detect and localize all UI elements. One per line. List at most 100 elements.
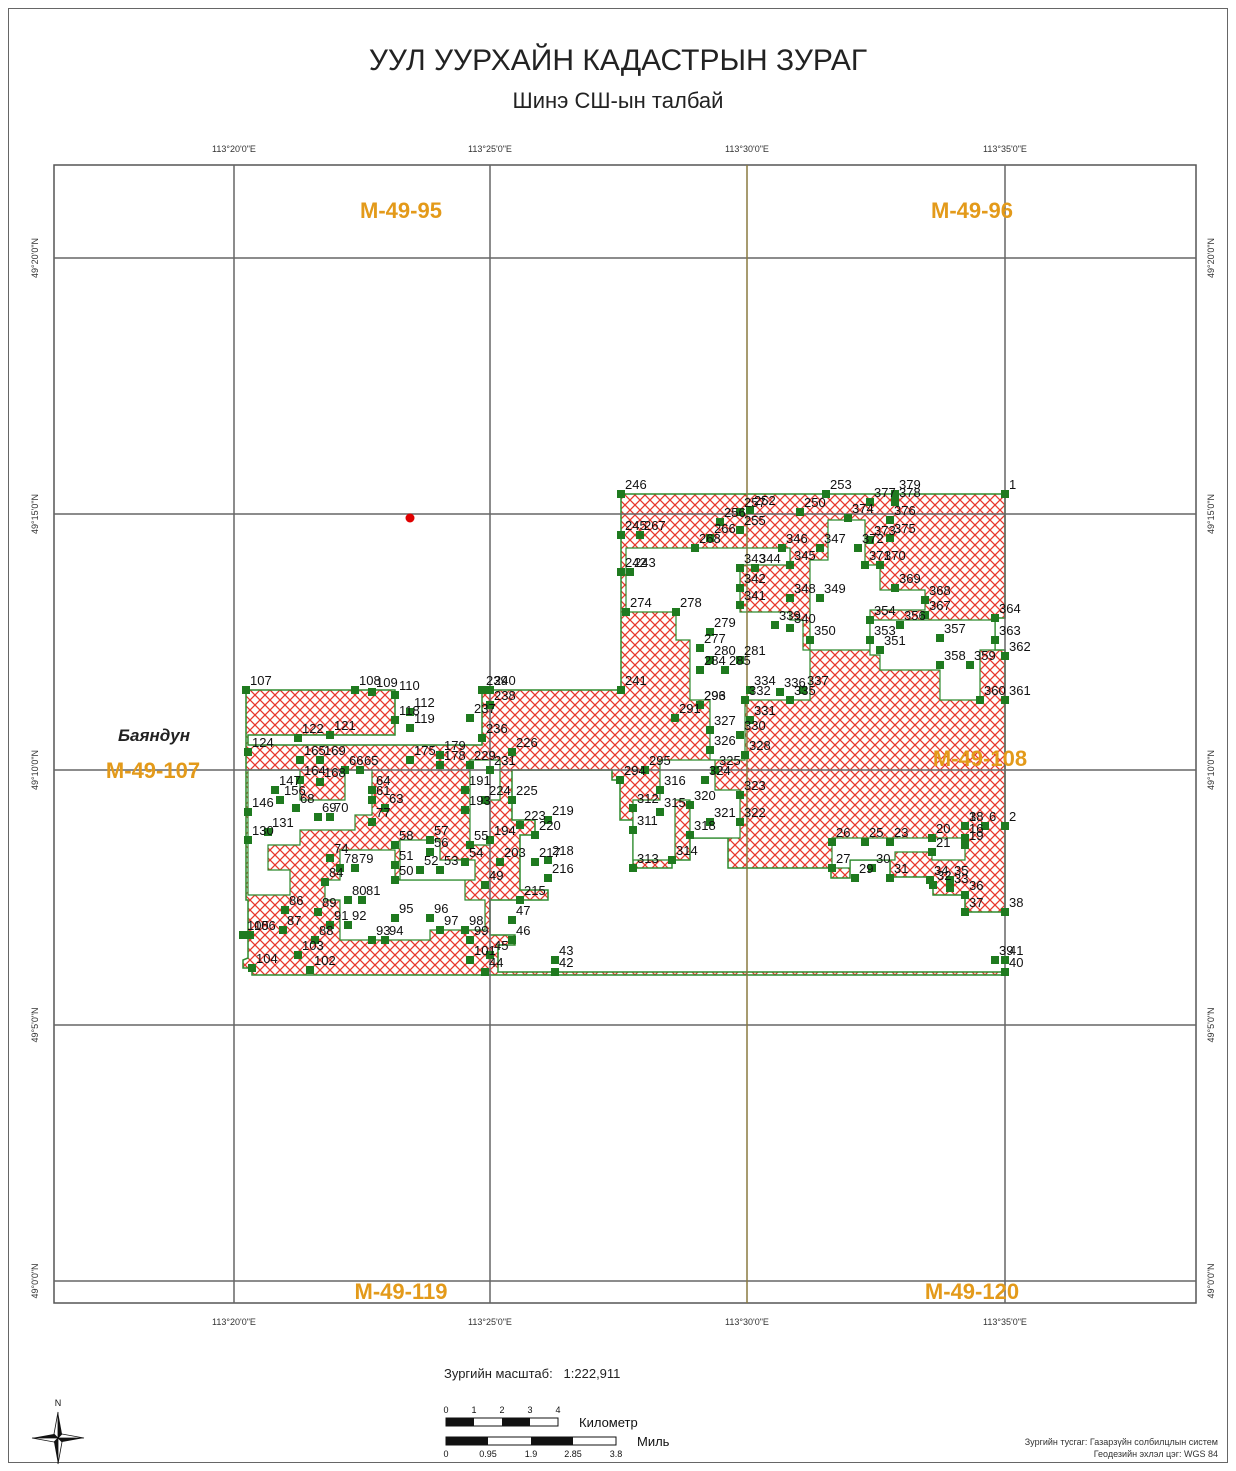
vertex-marker-225[interactable] [508, 796, 516, 804]
vertex-marker-99[interactable] [466, 936, 474, 944]
vertex-marker-18[interactable] [961, 822, 969, 830]
vertex-marker-130[interactable] [244, 836, 252, 844]
vertex-marker-237[interactable] [466, 714, 474, 722]
vertex-marker-27[interactable] [828, 864, 836, 872]
vertex-marker-41[interactable] [1001, 956, 1009, 964]
vertex-marker-121[interactable] [326, 731, 334, 739]
vertex-marker-165[interactable] [296, 756, 304, 764]
vertex-marker-266[interactable] [706, 534, 714, 542]
vertex-marker-320[interactable] [686, 801, 694, 809]
vertex-marker-217[interactable] [531, 858, 539, 866]
vertex-marker-47[interactable] [508, 916, 516, 924]
vertex-marker-351[interactable] [876, 646, 884, 654]
vertex-marker-268[interactable] [691, 544, 699, 552]
vertex-marker-358[interactable] [936, 661, 944, 669]
vertex-marker-274[interactable] [622, 608, 630, 616]
vertex-marker-278[interactable] [672, 608, 680, 616]
vertex-marker-364[interactable] [991, 614, 999, 622]
vertex-marker-179[interactable] [436, 751, 444, 759]
vertex-marker-339[interactable] [771, 621, 779, 629]
vertex-marker-280[interactable] [706, 656, 714, 664]
vertex-marker-147[interactable] [271, 786, 279, 794]
vertex-marker-86[interactable] [281, 906, 289, 914]
vertex-marker-363[interactable] [991, 636, 999, 644]
vertex-marker-340[interactable] [786, 624, 794, 632]
vertex-marker-94[interactable] [381, 936, 389, 944]
vertex-marker-26[interactable] [828, 838, 836, 846]
vertex-marker-337[interactable] [799, 686, 807, 694]
vertex-marker-146[interactable] [244, 808, 252, 816]
vertex-marker-109[interactable] [368, 688, 376, 696]
vertex-marker-20[interactable] [928, 834, 936, 842]
vertex-marker-229[interactable] [466, 761, 474, 769]
vertex-marker-368[interactable] [921, 596, 929, 604]
vertex-marker-277[interactable] [696, 644, 704, 652]
vertex-marker-257[interactable] [736, 508, 744, 516]
vertex-marker-243[interactable] [626, 568, 634, 576]
vertex-marker-32[interactable] [929, 881, 937, 889]
vertex-marker-58[interactable] [391, 841, 399, 849]
vertex-marker-88[interactable] [311, 936, 319, 944]
vertex-marker-65[interactable] [356, 766, 364, 774]
vertex-marker-51[interactable] [391, 861, 399, 869]
vertex-marker-29[interactable] [851, 874, 859, 882]
vertex-marker-236[interactable] [478, 734, 486, 742]
vertex-marker-49[interactable] [481, 881, 489, 889]
vertex-marker-74[interactable] [326, 854, 334, 862]
vertex-marker-118[interactable] [391, 716, 399, 724]
vertex-marker-344[interactable] [751, 564, 759, 572]
vertex-marker-361[interactable] [1001, 696, 1009, 704]
vertex-marker-376[interactable] [886, 516, 894, 524]
vertex-marker-38[interactable] [1001, 908, 1009, 916]
vertex-marker-250[interactable] [796, 508, 804, 516]
vertex-marker-295[interactable] [641, 766, 649, 774]
vertex-marker-330[interactable] [736, 731, 744, 739]
vertex-marker-322[interactable] [736, 818, 744, 826]
vertex-marker-342[interactable] [736, 584, 744, 592]
vertex-marker-331[interactable] [746, 716, 754, 724]
vertex-marker-256[interactable] [716, 518, 724, 526]
vertex-marker-108[interactable] [351, 686, 359, 694]
vertex-marker-267[interactable] [636, 531, 644, 539]
vertex-marker-373[interactable] [866, 536, 874, 544]
vertex-marker-31[interactable] [886, 874, 894, 882]
vertex-marker-359[interactable] [966, 661, 974, 669]
vertex-marker-16[interactable] [961, 834, 969, 842]
vertex-marker-36[interactable] [961, 891, 969, 899]
vertex-marker-78[interactable] [336, 864, 344, 872]
vertex-marker-6[interactable] [981, 822, 989, 830]
vertex-marker-226[interactable] [508, 748, 516, 756]
vertex-marker-2[interactable] [1001, 822, 1009, 830]
vertex-marker-374[interactable] [844, 514, 852, 522]
vertex-marker-341[interactable] [736, 601, 744, 609]
vertex-marker-87[interactable] [279, 926, 287, 934]
vertex-marker-285[interactable] [721, 666, 729, 674]
vertex-marker-50[interactable] [391, 876, 399, 884]
vertex-marker-350[interactable] [806, 636, 814, 644]
vertex-marker-81[interactable] [358, 896, 366, 904]
vertex-marker-379[interactable] [891, 490, 899, 498]
vertex-marker-164[interactable] [296, 776, 304, 784]
vertex-marker-101[interactable] [466, 956, 474, 964]
vertex-marker-97[interactable] [436, 926, 444, 934]
vertex-marker-253[interactable] [822, 490, 830, 498]
vertex-marker-316[interactable] [656, 786, 664, 794]
vertex-marker-46[interactable] [508, 936, 516, 944]
vertex-marker-30[interactable] [868, 864, 876, 872]
vertex-marker-239[interactable] [478, 686, 486, 694]
vertex-marker-360[interactable] [976, 696, 984, 704]
vertex-marker-332[interactable] [741, 696, 749, 704]
vertex-marker-357[interactable] [936, 634, 944, 642]
vertex-marker-25[interactable] [861, 838, 869, 846]
vertex-marker-354[interactable] [866, 616, 874, 624]
vertex-marker-1[interactable] [1001, 490, 1009, 498]
vertex-marker-56[interactable] [426, 848, 434, 856]
vertex-marker-313[interactable] [629, 864, 637, 872]
vertex-marker-21[interactable] [928, 848, 936, 856]
vertex-marker-70[interactable] [326, 813, 334, 821]
vertex-marker-107[interactable] [242, 686, 250, 694]
vertex-marker-216[interactable] [544, 874, 552, 882]
vertex-marker-223[interactable] [516, 821, 524, 829]
vertex-marker-334[interactable] [746, 686, 754, 694]
